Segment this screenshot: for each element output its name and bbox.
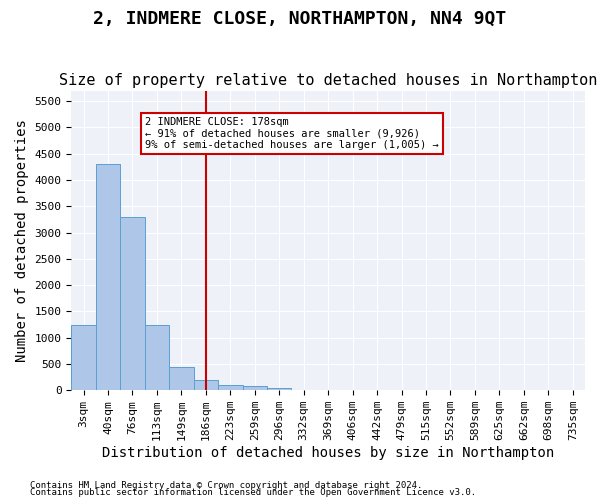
Text: Contains HM Land Registry data © Crown copyright and database right 2024.: Contains HM Land Registry data © Crown c… (30, 480, 422, 490)
Text: 2, INDMERE CLOSE, NORTHAMPTON, NN4 9QT: 2, INDMERE CLOSE, NORTHAMPTON, NN4 9QT (94, 10, 506, 28)
Bar (71, 324, 96, 390)
X-axis label: Distribution of detached houses by size in Northampton: Distribution of detached houses by size … (102, 446, 554, 460)
Title: Size of property relative to detached houses in Northampton: Size of property relative to detached ho… (59, 73, 598, 88)
Y-axis label: Number of detached properties: Number of detached properties (15, 119, 29, 362)
Text: 2 INDMERE CLOSE: 178sqm
← 91% of detached houses are smaller (9,926)
9% of semi-: 2 INDMERE CLOSE: 178sqm ← 91% of detache… (145, 117, 439, 150)
Bar (120, 216, 145, 390)
Bar (267, 388, 292, 390)
Bar (218, 385, 242, 390)
Bar (194, 380, 218, 390)
Text: Contains public sector information licensed under the Open Government Licence v3: Contains public sector information licen… (30, 488, 476, 497)
Bar (242, 386, 267, 390)
Bar (169, 366, 194, 390)
Bar (145, 324, 169, 390)
Bar (96, 164, 120, 390)
